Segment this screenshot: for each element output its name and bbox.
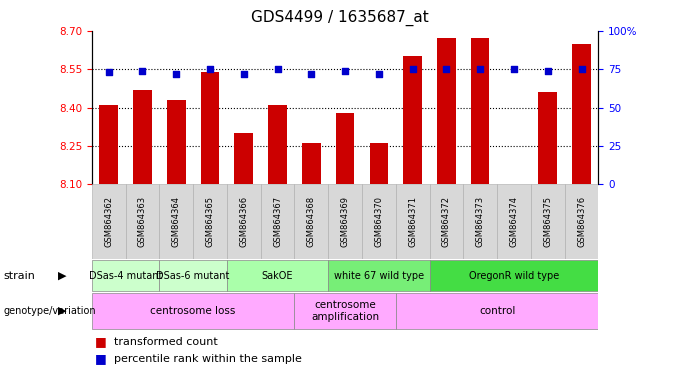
Point: [340, 68, 351, 74]
Text: GSM864376: GSM864376: [577, 196, 586, 247]
Bar: [362, 184, 396, 259]
Text: percentile rank within the sample: percentile rank within the sample: [114, 354, 301, 364]
Bar: [159, 184, 193, 259]
Text: GSM864368: GSM864368: [307, 196, 316, 247]
Text: centrosome
amplification: centrosome amplification: [311, 300, 379, 322]
Point: [103, 69, 114, 75]
Bar: [126, 184, 159, 259]
Point: [475, 66, 486, 72]
Bar: [159, 260, 227, 291]
Text: ▶: ▶: [58, 306, 67, 316]
Text: DSas-6 mutant: DSas-6 mutant: [156, 270, 230, 281]
Text: SakOE: SakOE: [262, 270, 293, 281]
Bar: [328, 260, 430, 291]
Bar: [328, 184, 362, 259]
Point: [576, 66, 587, 72]
Bar: [92, 184, 126, 259]
Bar: [269, 105, 287, 184]
Text: GSM864363: GSM864363: [138, 196, 147, 247]
Point: [509, 66, 520, 72]
Text: GSM864362: GSM864362: [104, 196, 113, 247]
Text: ▶: ▶: [58, 270, 67, 281]
Text: GSM864374: GSM864374: [509, 196, 518, 247]
Bar: [92, 260, 159, 291]
Text: white 67 wild type: white 67 wild type: [334, 270, 424, 281]
Bar: [497, 184, 531, 259]
Point: [543, 68, 554, 74]
Bar: [227, 260, 328, 291]
Point: [272, 66, 283, 72]
Bar: [167, 100, 186, 184]
Bar: [370, 143, 388, 184]
Text: GSM864372: GSM864372: [442, 196, 451, 247]
Bar: [260, 184, 294, 259]
Text: transformed count: transformed count: [114, 337, 218, 347]
Bar: [471, 38, 490, 184]
Text: GDS4499 / 1635687_at: GDS4499 / 1635687_at: [251, 10, 429, 26]
Text: GSM864364: GSM864364: [172, 196, 181, 247]
Text: genotype/variation: genotype/variation: [3, 306, 96, 316]
Text: GSM864373: GSM864373: [476, 196, 485, 247]
Text: centrosome loss: centrosome loss: [150, 306, 236, 316]
Bar: [573, 43, 591, 184]
Bar: [99, 105, 118, 184]
Bar: [336, 113, 354, 184]
Text: DSas-4 mutant: DSas-4 mutant: [89, 270, 163, 281]
Point: [137, 68, 148, 74]
Bar: [302, 143, 320, 184]
Text: GSM864366: GSM864366: [239, 196, 248, 247]
Bar: [133, 89, 152, 184]
Text: ■: ■: [95, 353, 107, 366]
Bar: [539, 92, 557, 184]
Point: [306, 71, 317, 77]
Text: strain: strain: [3, 270, 35, 281]
Bar: [463, 184, 497, 259]
Point: [373, 71, 384, 77]
Bar: [227, 184, 260, 259]
Point: [205, 66, 216, 72]
Text: GSM864371: GSM864371: [408, 196, 417, 247]
Text: control: control: [479, 306, 515, 316]
Text: GSM864365: GSM864365: [205, 196, 214, 247]
Bar: [403, 56, 422, 184]
Point: [171, 71, 182, 77]
Text: GSM864369: GSM864369: [341, 196, 350, 247]
Bar: [396, 293, 598, 329]
Text: ■: ■: [95, 335, 107, 348]
Bar: [430, 184, 463, 259]
Bar: [201, 72, 219, 184]
Bar: [531, 184, 564, 259]
Text: GSM864375: GSM864375: [543, 196, 552, 247]
Point: [239, 71, 250, 77]
Bar: [396, 184, 430, 259]
Bar: [294, 184, 328, 259]
Point: [441, 66, 452, 72]
Bar: [193, 184, 227, 259]
Bar: [564, 184, 598, 259]
Text: OregonR wild type: OregonR wild type: [469, 270, 559, 281]
Text: GSM864367: GSM864367: [273, 196, 282, 247]
Point: [407, 66, 418, 72]
Bar: [437, 38, 456, 184]
Bar: [235, 133, 253, 184]
Bar: [430, 260, 598, 291]
Text: GSM864370: GSM864370: [375, 196, 384, 247]
Bar: [294, 293, 396, 329]
Bar: [92, 293, 294, 329]
